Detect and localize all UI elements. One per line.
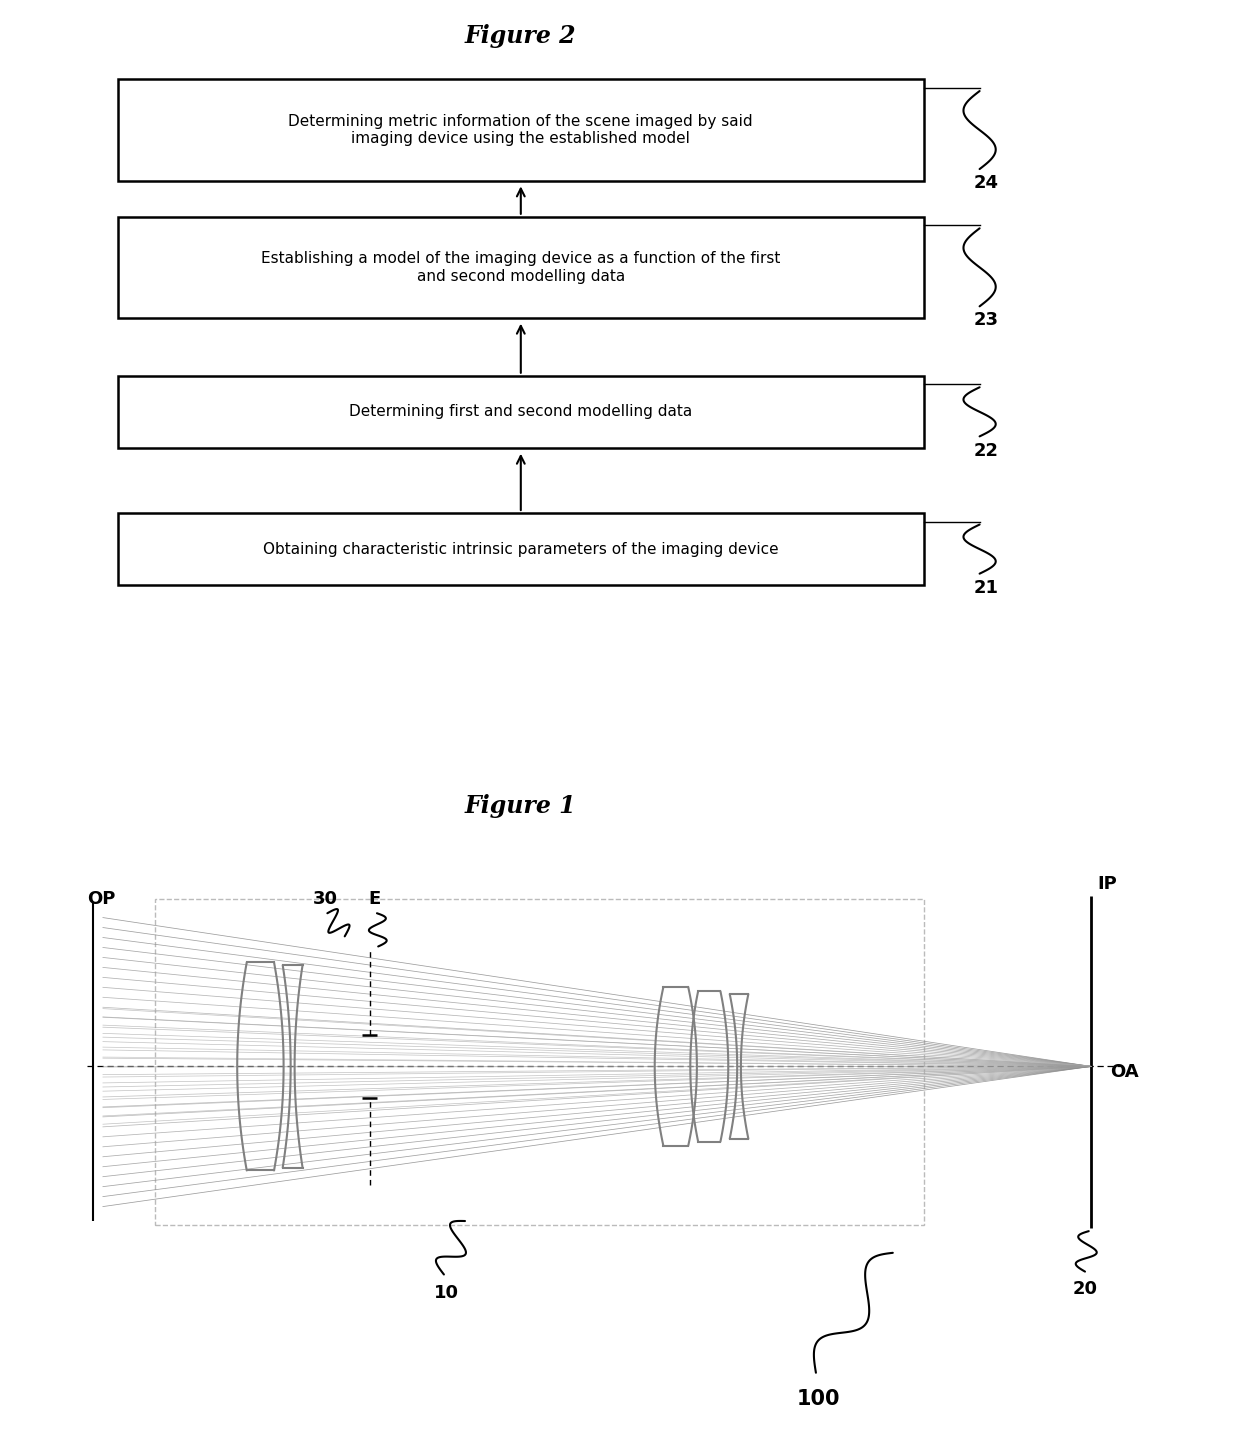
Text: IP: IP xyxy=(1097,876,1117,893)
Text: Figure 1: Figure 1 xyxy=(465,795,577,818)
Text: 23: 23 xyxy=(973,312,998,329)
Bar xyxy=(155,899,924,1225)
Text: 10: 10 xyxy=(434,1285,459,1302)
Text: 21: 21 xyxy=(973,579,998,597)
Bar xyxy=(118,376,924,448)
Text: 100: 100 xyxy=(796,1389,841,1409)
Bar xyxy=(118,79,924,181)
Text: Determining metric information of the scene imaged by said
imaging device using : Determining metric information of the sc… xyxy=(289,114,753,146)
Text: 20: 20 xyxy=(1073,1280,1097,1298)
Bar xyxy=(118,217,924,318)
Text: OP: OP xyxy=(88,890,115,907)
Text: E: E xyxy=(368,890,381,907)
Text: 24: 24 xyxy=(973,175,998,192)
Text: 30: 30 xyxy=(312,890,337,907)
Bar xyxy=(118,513,924,585)
Text: OA: OA xyxy=(1110,1064,1138,1081)
Text: Determining first and second modelling data: Determining first and second modelling d… xyxy=(350,405,692,419)
Text: Establishing a model of the imaging device as a function of the first
and second: Establishing a model of the imaging devi… xyxy=(262,251,780,283)
Text: Figure 2: Figure 2 xyxy=(465,25,577,48)
Text: Obtaining characteristic intrinsic parameters of the imaging device: Obtaining characteristic intrinsic param… xyxy=(263,542,779,556)
Text: 22: 22 xyxy=(973,442,998,460)
